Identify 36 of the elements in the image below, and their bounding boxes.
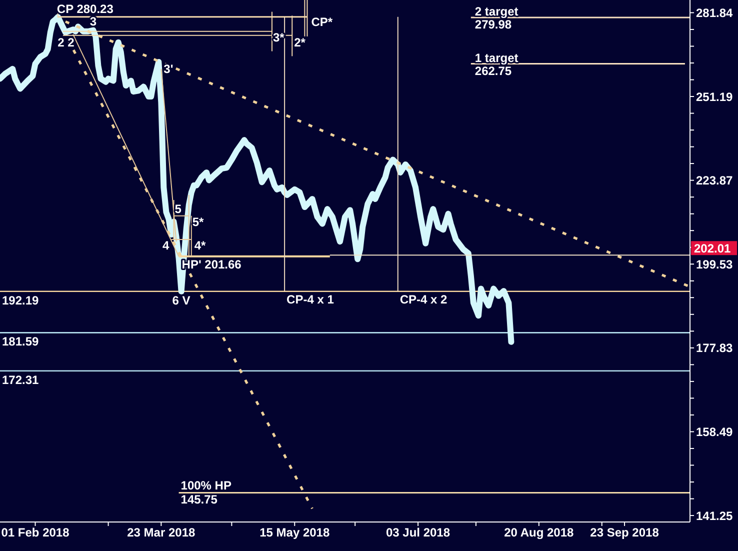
annotation: 3'	[164, 62, 174, 76]
y-tick-label: 177.83	[696, 341, 734, 356]
annotation: 2	[68, 35, 75, 50]
y-tick-label: 281.84	[696, 6, 734, 20]
annotation: CP*	[311, 14, 333, 29]
annotation: 279.98	[474, 18, 512, 32]
annotation: 100% HP	[180, 478, 232, 493]
ref-line-label: 181.59	[2, 334, 40, 349]
annotation: 5	[174, 202, 182, 216]
annotation: 2 target	[474, 4, 518, 19]
annotation: 1 target	[474, 50, 518, 65]
annotation: 3	[90, 14, 97, 28]
ref-line-label: 192.19	[2, 293, 40, 308]
x-tick-label: 15 May 2018	[260, 526, 330, 540]
y-tick-label: 158.49	[696, 424, 734, 439]
annotation: 145.75	[180, 492, 218, 507]
x-tick-label: 23 Mar 2018	[127, 526, 196, 540]
x-tick-label: 23 Sep 2018	[590, 526, 660, 540]
annotation: CP-4 x 2	[400, 292, 448, 306]
annotation: 262.75	[474, 64, 512, 78]
x-tick-label: 20 Aug 2018	[504, 526, 574, 540]
annotation: 4	[162, 238, 170, 252]
annotation: 2	[58, 35, 65, 50]
y-tick-label: 223.87	[696, 174, 734, 188]
y-tick-label: 199.53	[696, 257, 734, 272]
annotation: 2*	[294, 35, 306, 50]
x-tick-label: 03 Jul 2018	[386, 526, 450, 540]
y-tick-label: 251.19	[696, 90, 734, 104]
annotation: 4*	[194, 238, 206, 252]
y-tick-label: 141.25	[696, 508, 734, 523]
ref-line-label: 172.31	[2, 372, 40, 387]
x-tick-label: 01 Feb 2018	[1, 526, 70, 540]
annotation: 6 V	[172, 293, 190, 308]
annotation: CP-4 x 1	[286, 292, 334, 306]
annotation: 5*	[192, 214, 204, 229]
annotation: 202.01	[694, 242, 732, 256]
